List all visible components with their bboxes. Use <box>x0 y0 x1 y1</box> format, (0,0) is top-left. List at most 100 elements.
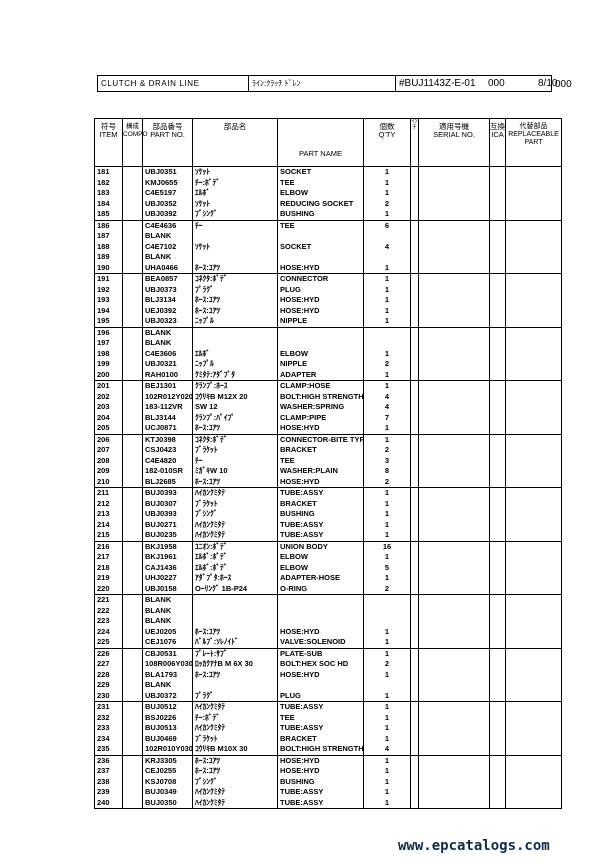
cell-qty: 1 <box>363 380 411 392</box>
cell-ica <box>489 680 506 691</box>
cell-qty: 3 <box>363 455 411 466</box>
cell-replaceable <box>505 466 562 477</box>
cell-inch <box>410 412 419 423</box>
cell-jp-name: ﾊｲｶﾝｸﾐﾀﾃ <box>192 519 278 530</box>
cell-qty: 4 <box>363 391 411 402</box>
cell-inch <box>410 616 419 627</box>
cell-serial <box>418 198 490 209</box>
table-row: 238 KSJ0708 ﾌﾞｼﾝｸﾞ BUSHING 1 <box>94 776 562 787</box>
cell-part-name: ELBOW <box>277 562 364 573</box>
cell-ica <box>489 402 506 413</box>
table-row: 221 BLANK <box>94 594 562 606</box>
cell-ica <box>489 509 506 520</box>
cell-item: 182 <box>94 177 123 188</box>
cell-item: 224 <box>94 626 123 637</box>
cell-part-name: PLATE-SUB <box>277 647 364 659</box>
cell-jp-name: ﾆｯﾌﾟﾙ <box>192 359 278 370</box>
cell-replaceable <box>505 295 562 306</box>
cell-ica <box>489 476 506 488</box>
cell-part-name: HOSE:HYD <box>277 295 364 306</box>
cell-compo <box>122 391 143 402</box>
cell-qty <box>363 594 411 606</box>
cell-replaceable <box>505 476 562 488</box>
cell-part-no: RAH0100 <box>142 369 193 381</box>
cell-serial <box>418 487 490 499</box>
cell-replaceable <box>505 733 562 744</box>
table-row: 219 UHJ0227 ｱﾀﾞﾌﾟﾀ:ﾎｰｽ ADAPTER-HOSE 1 <box>94 573 562 584</box>
cell-part-name: REDUCING SOCKET <box>277 198 364 209</box>
cell-inch <box>410 669 419 680</box>
cell-replaceable <box>505 797 562 809</box>
cell-replaceable <box>505 412 562 423</box>
table-row: 216 BKJ1958 ﾕﾆｵﾝ:ﾎﾞﾃﾞ UNION BODY 16 <box>94 540 562 552</box>
cell-part-no: BLANK <box>142 680 193 691</box>
cell-replaceable <box>505 391 562 402</box>
cell-replaceable <box>505 273 562 285</box>
cell-replaceable <box>505 487 562 499</box>
cell-inch <box>410 552 419 563</box>
cell-serial <box>418 701 490 713</box>
cell-part-no: UBJ0351 <box>142 166 193 178</box>
cell-replaceable <box>505 509 562 520</box>
cell-inch <box>410 316 419 327</box>
cell-ica <box>489 690 506 702</box>
cell-item: 209 <box>94 466 123 477</box>
cell-compo <box>122 241 143 252</box>
cell-qty <box>363 605 411 616</box>
table-row: 211 BUJ0393 ﾊｲｶﾝｸﾐﾀﾃ TUBE:ASSY 1 <box>94 487 562 499</box>
cell-part-name: TUBE:ASSY <box>277 519 364 530</box>
cell-qty: 1 <box>363 262 411 274</box>
cell-part-no: BLANK <box>142 594 193 606</box>
cell-replaceable <box>505 359 562 370</box>
table-row: 229 BLANK <box>94 680 562 691</box>
table-row: 234 BUJ0469 ﾌﾞﾗｹｯﾄ BRACKET 1 <box>94 733 562 744</box>
cell-replaceable <box>505 562 562 573</box>
cell-ica <box>489 766 506 777</box>
cell-qty: 1 <box>363 766 411 777</box>
cell-inch <box>410 797 419 809</box>
cell-serial <box>418 188 490 199</box>
cell-jp-name: ｴﾙﾎﾞ <box>192 348 278 359</box>
section-title-jp: ﾗｲﾝ:ｸﾗｯﾁ ﾄﾞﾚﾝ <box>248 76 397 91</box>
cell-jp-name: ﾎｰｽ:ﾕｱﾂ <box>192 476 278 488</box>
cell-serial <box>418 594 490 606</box>
cell-item: 190 <box>94 262 123 274</box>
cell-ica <box>489 252 506 263</box>
cell-item: 206 <box>94 433 123 445</box>
cell-replaceable <box>505 305 562 316</box>
cell-inch <box>410 445 419 456</box>
cell-replaceable <box>505 594 562 606</box>
cell-jp-name: ﾁｰ <box>192 219 278 231</box>
cell-serial <box>418 744 490 755</box>
cell-inch <box>410 647 419 659</box>
cell-part-no: BLANK <box>142 326 193 338</box>
cell-jp-name: ﾊﾞﾙﾌﾞ:ｿﾚﾉｲﾄﾞ <box>192 637 278 648</box>
cell-replaceable <box>505 723 562 734</box>
table-row: 184 UBJ0352 ｿｹｯﾄ REDUCING SOCKET 2 <box>94 198 562 209</box>
cell-qty: 1 <box>363 509 411 520</box>
cell-jp-name: ｴﾙﾎﾞ:ﾎﾞﾃﾞ <box>192 552 278 563</box>
cell-replaceable <box>505 423 562 434</box>
cell-jp-name <box>192 326 278 338</box>
cell-jp-name: ｺｳﾘｷB M10X 30 <box>192 744 278 755</box>
cell-ica <box>489 626 506 637</box>
cell-replaceable <box>505 626 562 637</box>
cell-qty <box>363 338 411 349</box>
cell-ica <box>489 219 506 231</box>
table-row: 207 CSJ0423 ﾌﾞﾗｹｯﾄ BRACKET 2 <box>94 445 562 456</box>
cell-item: 221 <box>94 594 123 606</box>
cell-part-name <box>277 594 364 606</box>
cell-inch <box>410 177 419 188</box>
table-row: 218 CAJ1436 ｴﾙﾎﾞ:ﾎﾞﾃﾞ ELBOW 5 <box>94 562 562 573</box>
cell-compo <box>122 540 143 552</box>
cell-replaceable <box>505 188 562 199</box>
cell-compo <box>122 519 143 530</box>
cell-inch <box>410 626 419 637</box>
cell-part-no: BUJ0512 <box>142 701 193 713</box>
cell-ica <box>489 466 506 477</box>
cell-item: 216 <box>94 540 123 552</box>
cell-replaceable <box>505 616 562 627</box>
cell-qty: 1 <box>363 177 411 188</box>
cell-compo <box>122 455 143 466</box>
